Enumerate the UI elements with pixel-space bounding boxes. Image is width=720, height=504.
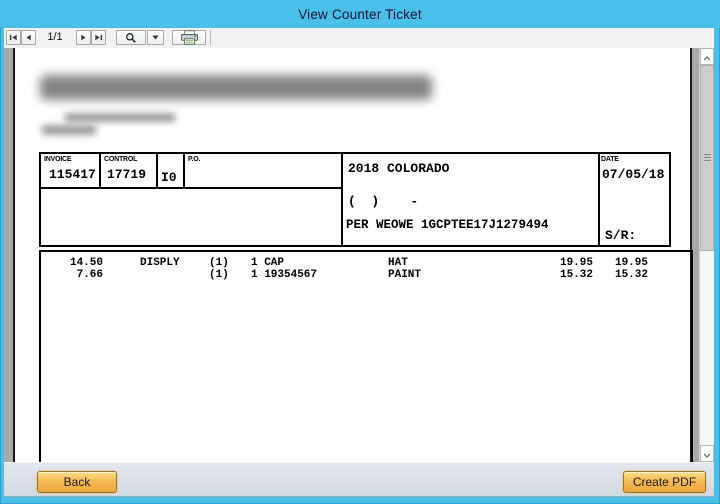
vertical-scrollbar[interactable] [699, 48, 714, 462]
table-divider [41, 187, 341, 189]
previous-page-icon [24, 33, 33, 42]
scrollbar-grip-icon [704, 154, 711, 162]
previous-page-button[interactable] [21, 30, 36, 45]
next-page-button[interactable] [76, 30, 91, 45]
toolbar-separator [210, 30, 211, 45]
item-amount: 7.66 [76, 269, 103, 281]
last-page-button[interactable] [91, 30, 106, 45]
invoice-value: 115417 [49, 167, 96, 182]
chevron-down-icon [703, 445, 711, 463]
item-part: 1 19354567 [251, 269, 318, 281]
item-desc: HAT [388, 257, 408, 269]
page-indicator: 1/1 [47, 31, 63, 43]
print-icon [179, 30, 200, 45]
window-title: View Counter Ticket [298, 6, 422, 22]
po-label: P.O. [188, 156, 201, 163]
sr-label: S/R: [605, 228, 637, 243]
redacted-dealer-address-line1 [64, 113, 176, 122]
phone-placeholder: ( ) - [348, 194, 419, 209]
item-ext: 19.95 [614, 257, 648, 269]
vehicle-description: 2018 COLORADO [348, 161, 450, 176]
item-ext: 15.32 [614, 269, 648, 281]
window-body: 1/1 [4, 28, 714, 497]
table-divider [183, 154, 185, 187]
item-code: DISPLY [140, 257, 180, 269]
control-value: 17719 [107, 167, 147, 182]
date-value: 07/05/18 [602, 167, 665, 182]
item-price: 19.95 [559, 257, 593, 269]
item-price: 15.32 [559, 269, 593, 281]
item-qty: (1) [209, 269, 229, 281]
scroll-up-button[interactable] [700, 48, 714, 65]
item-amount: 14.50 [69, 257, 103, 269]
scroll-down-button[interactable] [700, 445, 714, 462]
invoice-label: INVOICE [44, 156, 72, 163]
table-divider [341, 154, 343, 245]
zoom-dropdown-button[interactable] [147, 30, 164, 45]
item-code [103, 269, 209, 281]
redacted-dealer-name [40, 75, 432, 100]
preview-toolbar: 1/1 [4, 28, 714, 49]
first-page-button[interactable] [6, 30, 21, 45]
line-items: 14.50 DISPLY (1) 1 CAP HAT 19.95 19.95 7… [41, 252, 691, 281]
scrollbar-thumb[interactable] [700, 65, 714, 251]
type-code: I0 [161, 170, 177, 185]
table-divider [99, 154, 101, 187]
ticket-header-table: INVOICE CONTROL P.O. DATE 115417 17719 I… [39, 152, 671, 247]
table-divider [598, 154, 600, 245]
zoom-dropdown-icon [152, 35, 159, 40]
control-label: CONTROL [104, 156, 138, 163]
line-items-box: 14.50 DISPLY (1) 1 CAP HAT 19.95 19.95 7… [39, 250, 693, 462]
zoom-icon [125, 32, 137, 44]
item-part: 1 CAP [251, 257, 285, 269]
table-divider [156, 154, 158, 187]
ticket-page: INVOICE CONTROL P.O. DATE 115417 17719 I… [13, 48, 693, 462]
item-qty: (1) [209, 257, 229, 269]
last-page-icon [94, 33, 103, 42]
redacted-dealer-address-line2 [41, 125, 97, 135]
back-button[interactable]: Back [37, 471, 117, 493]
document-preview-area: INVOICE CONTROL P.O. DATE 115417 17719 I… [4, 48, 714, 462]
titlebar[interactable]: View Counter Ticket [0, 0, 720, 28]
print-button[interactable] [172, 30, 206, 45]
first-page-icon [9, 33, 18, 42]
date-label: DATE [601, 156, 619, 163]
next-page-icon [79, 33, 88, 42]
create-pdf-button[interactable]: Create PDF [623, 471, 706, 493]
item-desc: PAINT [388, 269, 422, 281]
zoom-button[interactable] [116, 30, 146, 45]
line-item-row: 7.66 (1) 1 19354567 PAINT 15.32 15.32 [41, 269, 691, 281]
footer-bar: Back Create PDF [4, 462, 714, 497]
vin-line: PER WEOWE 1GCPTEE17J1279494 [346, 218, 549, 232]
chevron-up-icon [703, 48, 711, 66]
line-item-row: 14.50 DISPLY (1) 1 CAP HAT 19.95 19.95 [41, 257, 691, 269]
